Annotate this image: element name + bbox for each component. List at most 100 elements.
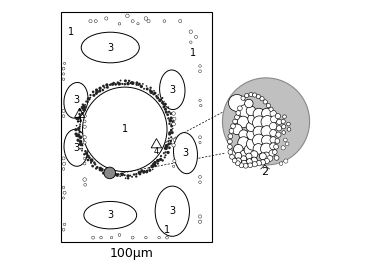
Circle shape (247, 129, 257, 140)
Circle shape (163, 20, 166, 22)
Circle shape (79, 140, 82, 143)
Circle shape (275, 139, 280, 143)
Bar (62, 12, 212, 242)
Circle shape (138, 83, 141, 86)
Circle shape (83, 120, 86, 123)
Circle shape (274, 155, 279, 160)
Circle shape (269, 107, 273, 111)
Circle shape (135, 175, 138, 178)
Circle shape (79, 142, 83, 146)
Circle shape (164, 151, 167, 153)
Text: 3: 3 (107, 43, 113, 53)
Circle shape (261, 126, 273, 137)
Circle shape (259, 153, 266, 160)
Circle shape (241, 96, 245, 100)
Circle shape (234, 144, 243, 154)
Circle shape (260, 143, 272, 155)
Circle shape (145, 170, 148, 173)
Circle shape (85, 152, 88, 155)
Circle shape (279, 162, 283, 166)
Circle shape (260, 97, 264, 101)
Circle shape (105, 17, 108, 20)
Circle shape (78, 117, 81, 120)
Circle shape (239, 130, 248, 139)
Circle shape (167, 151, 170, 154)
Circle shape (147, 20, 150, 23)
Circle shape (79, 119, 82, 121)
Circle shape (82, 87, 167, 172)
Circle shape (152, 169, 154, 170)
Circle shape (171, 131, 174, 134)
Circle shape (282, 131, 286, 134)
Circle shape (75, 133, 78, 136)
Circle shape (155, 165, 157, 167)
Circle shape (79, 148, 81, 150)
Circle shape (92, 94, 95, 97)
Circle shape (167, 106, 169, 108)
Circle shape (110, 173, 112, 176)
Circle shape (95, 90, 99, 94)
Circle shape (261, 116, 274, 128)
Circle shape (117, 82, 121, 86)
Circle shape (89, 20, 92, 23)
Circle shape (168, 147, 171, 149)
Circle shape (74, 128, 78, 131)
Circle shape (244, 99, 253, 108)
Circle shape (88, 157, 91, 159)
Circle shape (85, 158, 86, 159)
Circle shape (62, 162, 66, 165)
Circle shape (127, 177, 129, 180)
Circle shape (149, 89, 151, 92)
Circle shape (83, 136, 86, 139)
Circle shape (135, 81, 138, 84)
Circle shape (98, 89, 101, 93)
Circle shape (121, 83, 123, 85)
Circle shape (90, 158, 93, 162)
Circle shape (104, 167, 115, 179)
Circle shape (81, 150, 83, 152)
Circle shape (77, 120, 79, 123)
Circle shape (62, 186, 65, 189)
Circle shape (200, 104, 202, 107)
Circle shape (164, 108, 167, 111)
Circle shape (82, 105, 86, 109)
Circle shape (172, 112, 175, 115)
Circle shape (164, 146, 168, 150)
Circle shape (118, 234, 121, 236)
Circle shape (93, 161, 96, 164)
Circle shape (270, 130, 276, 136)
Circle shape (99, 167, 102, 170)
Circle shape (173, 165, 175, 167)
Circle shape (77, 127, 81, 130)
Circle shape (164, 103, 167, 106)
Circle shape (158, 98, 162, 102)
Circle shape (140, 169, 144, 173)
Circle shape (84, 104, 86, 106)
Circle shape (252, 162, 257, 167)
Circle shape (165, 111, 168, 114)
Circle shape (99, 169, 101, 171)
Circle shape (256, 95, 260, 99)
Circle shape (102, 172, 105, 175)
Circle shape (133, 173, 135, 176)
Circle shape (269, 150, 275, 156)
Circle shape (198, 176, 201, 178)
Circle shape (172, 128, 174, 129)
Circle shape (87, 97, 90, 100)
Circle shape (62, 109, 65, 112)
Circle shape (152, 93, 155, 95)
Circle shape (125, 177, 127, 179)
Circle shape (83, 141, 86, 144)
Circle shape (250, 151, 258, 158)
Circle shape (78, 109, 82, 111)
Ellipse shape (155, 186, 190, 236)
Ellipse shape (64, 129, 88, 166)
Circle shape (158, 94, 159, 96)
Circle shape (165, 236, 168, 239)
Circle shape (281, 119, 285, 124)
Circle shape (124, 174, 126, 176)
Circle shape (173, 159, 176, 163)
Circle shape (153, 90, 155, 92)
Circle shape (81, 148, 83, 149)
Ellipse shape (81, 32, 139, 63)
